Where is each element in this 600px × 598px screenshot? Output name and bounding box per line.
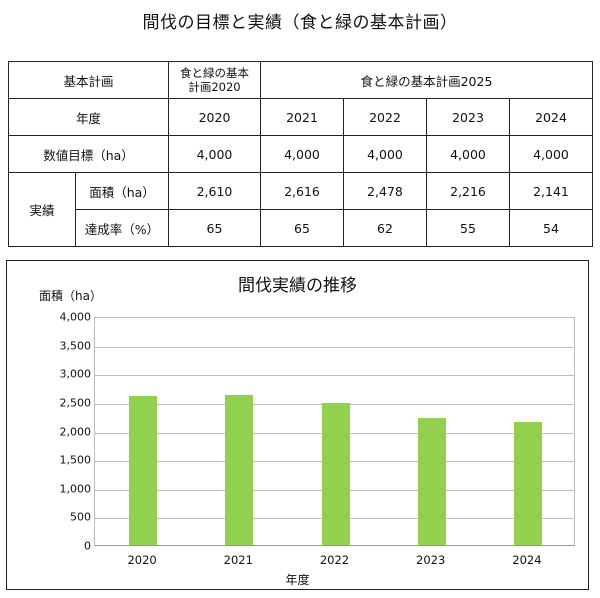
x-tick-label: 2023 bbox=[416, 553, 446, 567]
y-tick-label: 2,000 bbox=[59, 425, 92, 438]
y-tick-label: 1,500 bbox=[59, 453, 92, 467]
area-cell: 2,616 bbox=[260, 172, 344, 210]
plan-2020-line1: 食と緑の基本 bbox=[180, 66, 249, 80]
plan-2020-header: 食と緑の基本 計画2020 bbox=[168, 61, 261, 99]
plan-2025-header: 食と緑の基本計画2025 bbox=[260, 61, 593, 99]
rate-cell: 62 bbox=[343, 209, 427, 247]
year-cell: 2024 bbox=[509, 98, 593, 136]
y-tick-label: 500 bbox=[70, 510, 91, 524]
table-row-target: 数値目標（ha） 4,000 4,000 4,000 4,000 4,000 bbox=[8, 135, 593, 173]
area-cell: 2,141 bbox=[509, 172, 593, 210]
table-row-area: 実績 面積（ha） 2,610 2,616 2,478 2,216 2,141 bbox=[8, 172, 593, 247]
x-tick-label: 2020 bbox=[127, 553, 157, 567]
gridline bbox=[95, 346, 574, 348]
table-row-year: 年度 2020 2021 2022 2023 2024 bbox=[8, 98, 593, 136]
plan-header: 基本計画 bbox=[8, 61, 169, 99]
year-label: 年度 bbox=[8, 98, 169, 136]
x-tick-label: 2021 bbox=[223, 553, 253, 567]
target-results-table: 基本計画 食と緑の基本 計画2020 食と緑の基本計画2025 年度 2020 … bbox=[8, 61, 593, 247]
bar-2024 bbox=[513, 422, 542, 545]
x-tick-label: 2022 bbox=[319, 553, 350, 567]
table-row-plan: 基本計画 食と緑の基本 計画2020 食と緑の基本計画2025 bbox=[8, 61, 593, 99]
rate-cell: 54 bbox=[509, 209, 593, 247]
plan-2020-line2: 計画2020 bbox=[188, 80, 241, 94]
target-cell: 4,000 bbox=[343, 135, 427, 173]
year-cell: 2020 bbox=[168, 98, 261, 136]
x-axis-label: 年度 bbox=[285, 573, 310, 587]
rate-cell: 65 bbox=[168, 209, 261, 247]
target-cell: 4,000 bbox=[509, 135, 593, 173]
table-row-rate: 達成率（%） 65 65 62 55 54 bbox=[9, 209, 593, 247]
y-tick-label: 1,000 bbox=[59, 482, 92, 496]
page-title: 間伐の目標と実績（食と緑の基本計画） bbox=[142, 13, 458, 33]
y-tick-label: 2,500 bbox=[59, 396, 92, 410]
target-cell: 4,000 bbox=[168, 135, 261, 173]
y-axis-label: 面積（ha） bbox=[39, 289, 102, 303]
gridline bbox=[95, 375, 574, 377]
target-cell: 4,000 bbox=[260, 135, 344, 173]
actual-label: 実績 bbox=[8, 172, 76, 247]
area-cell: 2,610 bbox=[168, 172, 261, 210]
area-cell: 2,478 bbox=[343, 172, 427, 210]
bar-2020 bbox=[129, 395, 158, 545]
y-tick-label: 3,000 bbox=[59, 367, 92, 381]
x-tick-label: 2024 bbox=[512, 553, 542, 567]
bar-2022 bbox=[321, 403, 350, 545]
plot-area bbox=[94, 317, 575, 546]
y-tick-label: 0 bbox=[84, 539, 91, 553]
target-cell: 4,000 bbox=[426, 135, 510, 173]
year-cell: 2022 bbox=[343, 98, 427, 136]
bar-2021 bbox=[225, 395, 254, 545]
target-label: 数値目標（ha） bbox=[8, 135, 169, 173]
rate-label: 達成率（%） bbox=[75, 209, 169, 247]
area-cell: 2,216 bbox=[426, 172, 510, 210]
rate-cell: 55 bbox=[426, 209, 510, 247]
chart-title: 間伐実績の推移 bbox=[238, 276, 357, 296]
rate-cell: 65 bbox=[260, 209, 344, 247]
y-tick-label: 4,000 bbox=[59, 310, 92, 324]
year-cell: 2021 bbox=[260, 98, 344, 136]
bar-2023 bbox=[417, 418, 446, 545]
area-label: 面積（ha） bbox=[75, 172, 169, 210]
year-cell: 2023 bbox=[426, 98, 510, 136]
y-tick-label: 3,500 bbox=[59, 339, 92, 353]
thinning-chart: 間伐実績の推移 面積（ha） 年度 0 500 1,000 1,500 2,000 2,5… bbox=[6, 260, 589, 590]
